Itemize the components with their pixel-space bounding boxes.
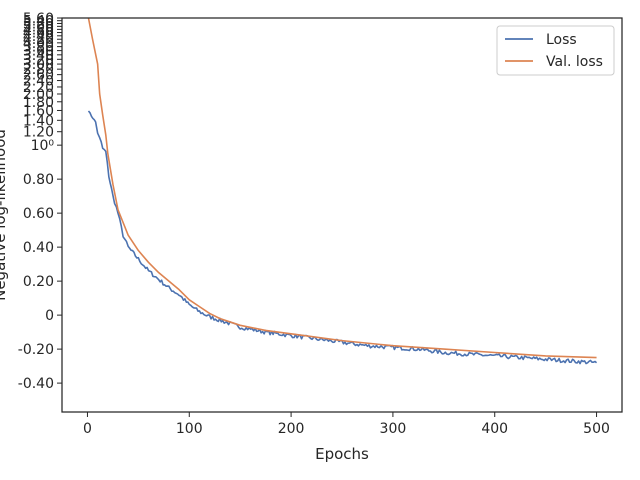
y-tick-label: 10⁰ (31, 138, 55, 154)
y-tick-label: 2.00 (23, 87, 54, 103)
y-tick-label: 2.80 (23, 62, 54, 78)
y-tick-label: 3.40 (23, 48, 54, 64)
y-tick-label: 4.80 (23, 22, 54, 38)
x-tick-label: 400 (481, 421, 508, 437)
series-layer (87, 17, 598, 365)
y-tick-label: 2.40 (23, 74, 54, 90)
x-tick-label: 0 (83, 421, 92, 437)
y-tick-label: 1.80 (23, 95, 54, 111)
x-axis-label: Epochs (315, 445, 369, 463)
legend: Loss Val. loss (496, 25, 615, 76)
y-tick-label: 1.60 (23, 103, 54, 119)
y-tick-label: 5.60 (23, 11, 54, 27)
y-tick-label: 1.40 (23, 113, 54, 129)
y-tick-label: 4.20 (23, 32, 54, 48)
y-tick-label: 0.60 (23, 206, 54, 222)
plot-area (62, 18, 622, 412)
x-tick-label: 200 (278, 421, 305, 437)
y-tick-label: 0 (45, 308, 54, 324)
x-axis: 0 100 200 300 400 500 (83, 412, 610, 437)
y-tick-label: -0.20 (18, 342, 54, 358)
y-tick-label: 3.20 (23, 52, 54, 68)
y-axis-label: Negative log-likelihood (0, 129, 9, 301)
y-tick-label: 3.80 (23, 40, 54, 56)
y-tick-label: -0.40 (18, 376, 54, 392)
y-tick-label: 2.20 (23, 80, 54, 96)
series-line-val-loss (87, 17, 597, 359)
x-tick-label: 100 (176, 421, 203, 437)
y-tick-label: 4.00 (23, 36, 54, 52)
legend-label: Val. loss (546, 54, 603, 70)
x-tick-label: 300 (380, 421, 407, 437)
y-tick-label: 4.40 (23, 29, 54, 45)
y-tick-label: 3.60 (23, 44, 54, 60)
y-tick-label: 2.60 (23, 68, 54, 84)
y-tick-label: 0.20 (23, 274, 54, 290)
y-tick-label: 5.40 (23, 14, 54, 30)
x-tick-label: 500 (583, 421, 610, 437)
y-tick-label: 5.20 (23, 16, 54, 32)
y-tick-label: 4.60 (23, 26, 54, 42)
y-tick-label: 0.80 (23, 172, 54, 188)
y-tick-label: 3.00 (23, 57, 54, 73)
legend-label: Loss (546, 32, 577, 48)
y-tick-label: 0.40 (23, 240, 54, 256)
y-tick-label: 5.00 (23, 19, 54, 35)
plot-frame (61, 17, 623, 413)
y-tick-label: 1.20 (23, 125, 54, 141)
y-axis: -0.40-0.2000.200.400.600.8010⁰1.201.401.… (18, 11, 62, 392)
